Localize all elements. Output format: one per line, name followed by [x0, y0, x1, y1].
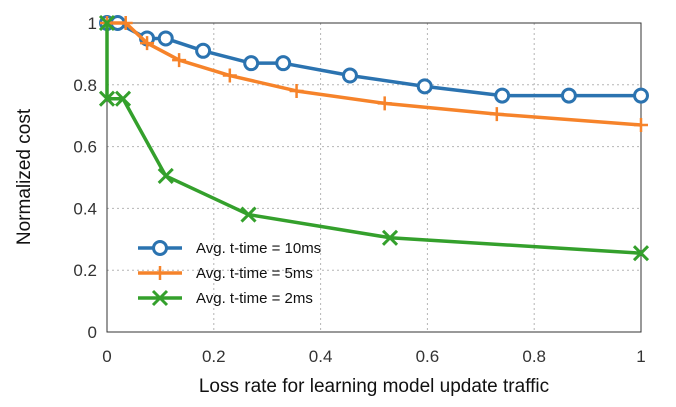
data-point-plus — [153, 266, 167, 280]
data-point-plus — [222, 68, 237, 83]
legend-label: Avg. t-time = 10ms — [196, 240, 321, 257]
data-point-x — [98, 14, 116, 32]
series-line — [107, 21, 642, 127]
x-axis-label: Loss rate for learning model update traf… — [199, 376, 549, 397]
data-point-plus — [634, 117, 648, 132]
x-tick-label: 0.4 — [309, 347, 333, 366]
data-point-circle — [157, 30, 174, 47]
series-line — [105, 23, 642, 255]
grid-lines — [107, 23, 641, 332]
x-tick-label: 1 — [636, 347, 645, 366]
data-point-x — [98, 90, 116, 107]
legend-item: Avg. t-time = 10ms — [138, 240, 321, 257]
legend-label: Avg. t-time = 2ms — [196, 290, 313, 307]
legend: Avg. t-time = 10ms Avg. t-time = 5ms Avg. … — [138, 240, 321, 307]
y-tick-label: 0.6 — [73, 138, 97, 157]
data-point-x — [632, 245, 650, 262]
x-tick-label: 0 — [102, 347, 111, 366]
plot-frame — [106, 22, 642, 333]
y-tick-label: 0.2 — [73, 261, 97, 280]
data-point-circle — [494, 87, 511, 104]
y-tick-label: 0.8 — [73, 76, 97, 95]
data-point-circle — [560, 87, 577, 104]
data-point-plus — [118, 16, 133, 30]
legend-label: Avg. t-time = 5ms — [196, 265, 313, 282]
data-point-plus — [172, 53, 187, 68]
x-tick-label: 0.8 — [522, 347, 546, 366]
y-tick-label: 0.4 — [73, 199, 97, 218]
y-tick-label: 0 — [88, 323, 97, 342]
data-point-circle — [243, 55, 260, 72]
data-point-plus — [289, 83, 304, 98]
series-2 — [100, 16, 648, 132]
legend-item: Avg. t-time = 5ms — [138, 265, 313, 282]
series-3 — [98, 14, 650, 262]
data-point-x — [240, 206, 257, 223]
y-axis-label: Normalized cost — [14, 108, 35, 245]
series-layer — [98, 14, 650, 262]
data-point-x — [151, 289, 169, 307]
data-point-circle — [341, 67, 358, 84]
data-point-x — [381, 229, 399, 246]
x-tick-label: 0.6 — [416, 347, 440, 366]
data-point-plus — [377, 96, 392, 111]
data-point-circle — [633, 87, 649, 104]
data-point-circle — [275, 55, 292, 72]
data-point-plus — [489, 107, 504, 122]
data-point-circle — [416, 78, 433, 95]
data-point-circle — [195, 42, 212, 59]
x-tick-label: 0.2 — [202, 347, 226, 366]
tick-labels: 0 0.2 0.4 0.6 0.8 1 0 0.2 0.4 0.6 0.8 1 — [73, 14, 645, 366]
data-point-x — [157, 167, 174, 185]
y-tick-label: 1 — [88, 14, 97, 33]
data-point-circle — [152, 240, 168, 256]
legend-item: Avg. t-time = 2ms — [138, 289, 313, 307]
data-point-plus — [140, 36, 155, 51]
data-point-x — [114, 90, 132, 107]
